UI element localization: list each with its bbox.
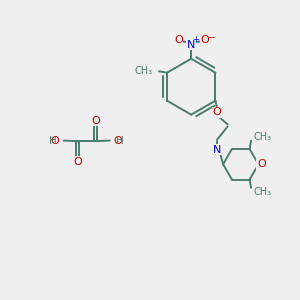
Text: O: O: [114, 136, 122, 146]
Text: O: O: [74, 157, 82, 167]
Text: O: O: [213, 107, 222, 117]
Text: O: O: [174, 35, 183, 45]
Text: O: O: [91, 116, 100, 126]
Text: −: −: [207, 32, 214, 41]
Text: N: N: [213, 145, 221, 154]
Text: O: O: [257, 159, 266, 169]
Text: O: O: [51, 136, 59, 146]
Text: CH₃: CH₃: [254, 132, 272, 142]
Text: H: H: [49, 136, 57, 146]
Text: CH₃: CH₃: [254, 187, 272, 197]
Text: H: H: [116, 136, 124, 146]
Text: N: N: [187, 40, 195, 50]
Text: +: +: [193, 35, 200, 44]
Text: CH₃: CH₃: [134, 66, 152, 76]
Text: O: O: [200, 35, 209, 45]
